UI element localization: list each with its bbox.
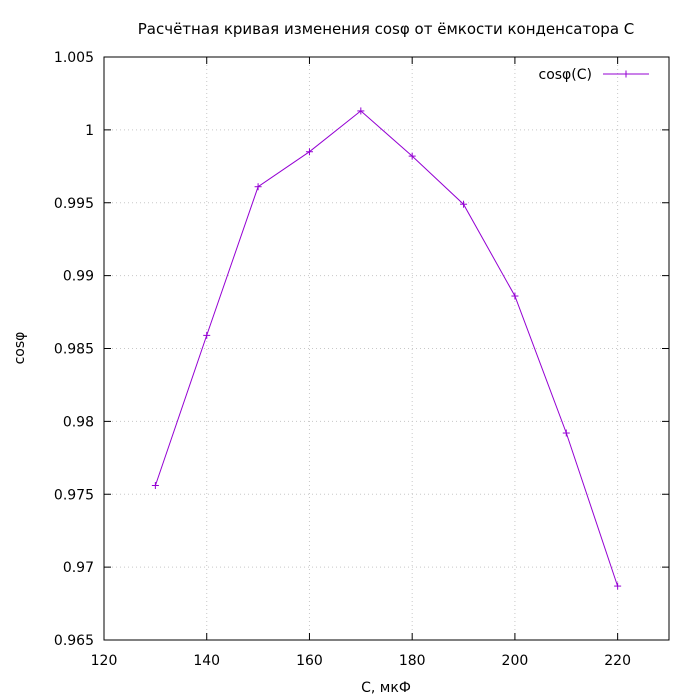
y-tick-label: 0.99 xyxy=(63,269,94,285)
y-tick-label: 1.005 xyxy=(54,50,94,66)
x-tick-label: 140 xyxy=(193,653,220,669)
legend-marker xyxy=(622,70,630,78)
y-tick-label: 0.995 xyxy=(54,196,94,212)
data-point-marker xyxy=(614,582,622,590)
y-axis-tick-labels: 0.965 0.97 0.975 0.98 0.985 0.99 0.995 1 1.005 xyxy=(54,50,94,649)
y-axis-label: cosφ xyxy=(12,332,28,365)
x-tick-label: 180 xyxy=(399,653,426,669)
y-tick-label: 0.97 xyxy=(63,560,94,576)
data-point-marker xyxy=(305,148,313,156)
y-tick-label: 0.985 xyxy=(54,342,94,358)
x-axis-label: C, мкФ xyxy=(361,680,411,696)
series-line xyxy=(154,110,619,587)
x-tick-label: 220 xyxy=(604,653,631,669)
data-point-marker xyxy=(357,107,365,115)
data-point-marker xyxy=(511,292,519,300)
data-point-marker xyxy=(254,183,262,191)
data-point-marker xyxy=(460,200,468,208)
legend: cosφ(C) xyxy=(539,67,649,83)
x-tick-label: 120 xyxy=(91,653,118,669)
x-tick-label: 200 xyxy=(502,653,529,669)
data-point-marker xyxy=(151,482,159,490)
grid xyxy=(104,57,669,640)
legend-label: cosφ(C) xyxy=(539,67,593,83)
chart-title: Расчётная кривая изменения cosφ от ёмкос… xyxy=(138,20,635,38)
x-axis-tick-labels: 120 140 160 180 200 220 xyxy=(91,653,631,669)
data-point-marker xyxy=(562,429,570,437)
y-tick-label: 0.975 xyxy=(54,487,94,503)
data-point-marker xyxy=(203,331,211,339)
y-tick-label: 1 xyxy=(85,123,94,139)
x-tick-label: 160 xyxy=(296,653,323,669)
y-tick-label: 0.98 xyxy=(63,414,94,430)
series-layer xyxy=(151,107,622,590)
data-point-marker xyxy=(408,152,416,160)
axis-ticks xyxy=(103,56,669,641)
y-tick-label: 0.965 xyxy=(54,633,94,649)
